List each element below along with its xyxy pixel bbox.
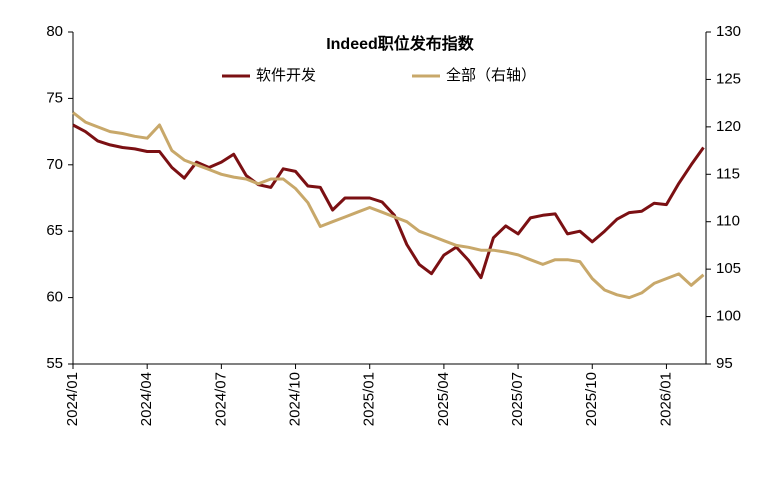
legend-label: 软件开发 xyxy=(256,67,316,84)
legend-label: 全部（右轴） xyxy=(446,66,536,84)
y2-tick-label: 110 xyxy=(716,213,740,230)
x-tick-label: 2025/01 xyxy=(361,372,378,426)
y2-tick-label: 100 xyxy=(716,308,741,325)
y2-tick-label: 120 xyxy=(716,118,741,135)
x-tick-label: 2024/10 xyxy=(287,372,304,426)
series-line xyxy=(72,123,705,280)
x-tick-label: 2026/01 xyxy=(657,372,674,426)
x-tick-label: 2025/10 xyxy=(583,372,600,426)
y-tick-label: 65 xyxy=(46,222,63,239)
y2-tick-label: 95 xyxy=(716,355,733,372)
x-tick-label: 2024/04 xyxy=(138,372,155,426)
y2-tick-label: 130 xyxy=(716,23,741,40)
y2-tick-label: 105 xyxy=(716,260,741,277)
y-tick-label: 75 xyxy=(46,89,63,106)
y-tick-label: 55 xyxy=(46,355,63,372)
x-tick-label: 2024/07 xyxy=(212,372,229,426)
x-tick-label: 2025/07 xyxy=(509,372,526,426)
y2-tick-label: 125 xyxy=(716,70,741,87)
y-tick-label: 60 xyxy=(46,289,63,306)
y-tick-label: 70 xyxy=(46,156,63,173)
chart-title: Indeed职位发布指数 xyxy=(326,34,475,53)
x-tick-label: 2025/04 xyxy=(435,372,452,426)
y2-tick-label: 115 xyxy=(716,165,740,182)
x-tick-label: 2024/01 xyxy=(64,372,81,426)
series-line xyxy=(72,111,705,300)
y-tick-label: 80 xyxy=(46,23,63,40)
